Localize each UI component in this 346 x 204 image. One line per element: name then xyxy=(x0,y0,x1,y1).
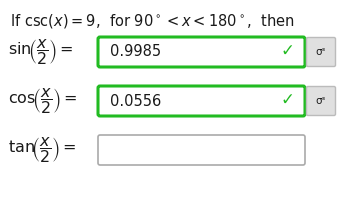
FancyBboxPatch shape xyxy=(98,37,305,67)
Text: σᶟ: σᶟ xyxy=(316,47,326,57)
Text: 0.0556: 0.0556 xyxy=(110,93,161,109)
Text: σᶟ: σᶟ xyxy=(316,96,326,106)
FancyBboxPatch shape xyxy=(307,38,336,67)
Text: ✓: ✓ xyxy=(280,42,294,60)
Text: ✓: ✓ xyxy=(280,91,294,109)
FancyBboxPatch shape xyxy=(98,86,305,116)
Text: If $\mathrm{csc}(x) = 9$,  for $90^\circ < x < 180^\circ$,  then: If $\mathrm{csc}(x) = 9$, for $90^\circ … xyxy=(10,12,295,30)
FancyBboxPatch shape xyxy=(98,135,305,165)
Text: $\mathrm{tan}\!\left(\dfrac{x}{2}\right) =$: $\mathrm{tan}\!\left(\dfrac{x}{2}\right)… xyxy=(8,135,77,165)
Text: 0.9985: 0.9985 xyxy=(110,44,161,60)
Text: $\mathrm{cos}\!\left(\dfrac{x}{2}\right) =$: $\mathrm{cos}\!\left(\dfrac{x}{2}\right)… xyxy=(8,86,78,116)
Text: $\mathrm{sin}\!\left(\dfrac{x}{2}\right) =$: $\mathrm{sin}\!\left(\dfrac{x}{2}\right)… xyxy=(8,37,73,67)
FancyBboxPatch shape xyxy=(307,86,336,115)
